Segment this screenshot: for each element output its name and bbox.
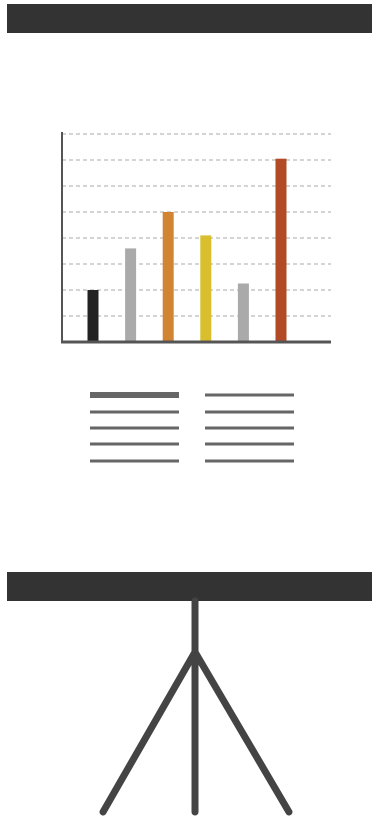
chart-bar-4 (200, 235, 212, 342)
text-lines-right (205, 393, 294, 463)
bar-chart (61, 132, 331, 344)
chart-bar-3 (162, 212, 174, 342)
chart-bar-6 (275, 158, 287, 342)
chart-bar-2 (125, 248, 137, 342)
text-lines-left (90, 392, 179, 463)
board-bottom-bar (7, 572, 372, 601)
easel-side-legs (99, 648, 293, 816)
easel-stand (99, 597, 293, 816)
chart-gridlines (62, 133, 331, 317)
chart-bars (87, 158, 287, 342)
board-top-bar (7, 4, 372, 33)
chart-bar-1 (87, 290, 99, 342)
chart-bar-5 (237, 283, 249, 342)
